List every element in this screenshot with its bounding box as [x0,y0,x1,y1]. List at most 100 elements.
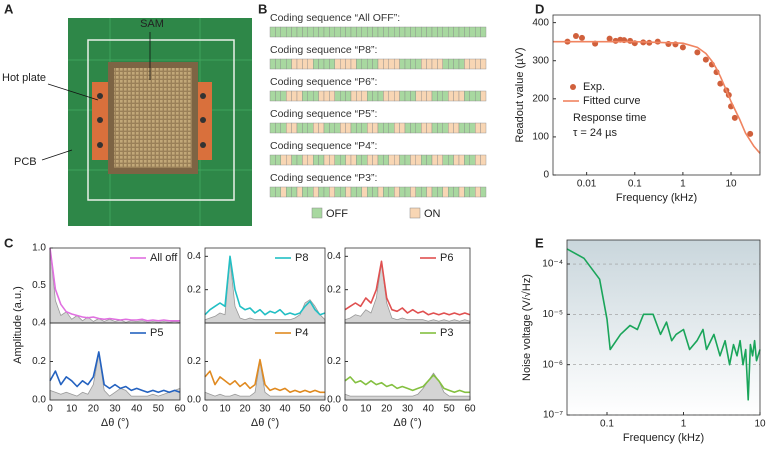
code-cell [340,90,346,102]
code-cell [404,122,411,134]
area [344,262,471,324]
x-tick-label: 20 [239,404,251,415]
code-cell [372,58,379,70]
photo-label: SAM [140,18,164,30]
code-cell [399,186,406,198]
code-cell [480,90,487,102]
y-tick-label: 10⁻⁷ [543,410,563,421]
code-cell [431,58,438,70]
legend-label: OFF [326,208,348,220]
code-cell [302,154,308,166]
y-tick-label: 10⁻⁴ [542,259,563,270]
code-cell [464,154,470,166]
code-cell [410,154,416,166]
code-cell [280,186,287,198]
code-cell [313,90,319,102]
code-cell [302,122,308,134]
code-cell [372,154,379,166]
code-cell [323,154,330,166]
sequence-label: Coding sequence “P4”: [270,140,377,152]
code-cell [361,58,368,70]
code-cell [388,58,395,70]
code-cell [307,58,314,70]
code-cell [426,90,433,102]
data-point [702,56,709,63]
legend-marker [570,84,576,90]
code-cell [442,26,449,38]
code-cell [313,122,319,134]
code-cell [350,26,357,38]
code-cell [404,58,411,70]
code-cell [464,26,470,38]
panel-label: B [258,1,267,16]
code-cell [286,186,292,198]
code-cell [307,186,314,198]
code-cell [383,26,389,38]
code-cell [302,186,308,198]
code-cell [415,154,422,166]
code-cell [394,90,400,102]
code-cell [480,154,487,166]
code-cell [394,154,400,166]
y-tick-label: 0.0 [327,395,341,406]
code-cell [388,186,395,198]
code-cell [318,186,325,198]
x-tick-label: 40 [423,404,435,415]
code-cell [448,186,454,198]
x-tick-label: 50 [444,404,456,415]
code-cell [280,122,287,134]
code-cell [318,90,325,102]
code-cell [356,58,362,70]
code-cell [345,58,352,70]
code-cell [383,58,389,70]
line [344,374,470,394]
code-cell [453,122,460,134]
code-cell [323,58,330,70]
code-cell [383,186,389,198]
legend-label: P6 [440,252,453,264]
photo-label: PCB [14,156,37,168]
y-tick-label: 0.4 [187,251,201,262]
code-cell [442,58,449,70]
code-cell [437,26,443,38]
code-cell [415,58,422,70]
code-cell [367,58,373,70]
code-cell [458,154,465,166]
code-cell [464,90,470,102]
x-tick-label: 50 [153,404,165,415]
code-cell [442,90,449,102]
sequence-label: Coding sequence “P3”: [270,172,377,184]
code-cell [399,154,406,166]
code-cell [313,58,319,70]
code-cell [356,122,362,134]
code-cell [323,26,330,38]
photo [41,18,252,226]
code-cell [275,58,281,70]
code-cell [404,186,411,198]
code-cell [340,122,346,134]
code-cell [340,186,346,198]
code-cell [475,90,481,102]
y-tick-label: 10⁻⁶ [542,359,563,370]
code-cell [334,186,341,198]
x-tick-label: 0.1 [600,419,614,430]
code-cell [329,122,335,134]
panel-label: A [4,1,14,16]
code-cell [448,90,454,102]
code-cell [404,90,411,102]
code-cell [431,26,438,38]
code-cell [334,26,341,38]
legend-label: P4 [295,327,308,339]
code-cell [421,122,427,134]
code-cell [464,58,470,70]
code-cell [372,186,379,198]
y-tick-label: 400 [532,17,549,28]
y-tick-label: 300 [532,55,549,66]
x-tick-label: 30 [402,404,414,415]
code-cell [296,186,303,198]
code-cell [280,154,287,166]
code-cell [334,122,341,134]
line [566,248,761,401]
line [553,40,761,154]
